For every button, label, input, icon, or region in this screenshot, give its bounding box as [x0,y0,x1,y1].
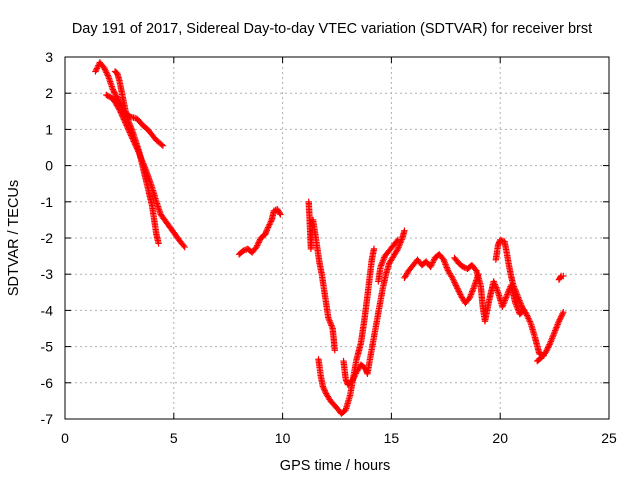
series-track [555,272,567,283]
series-track [492,236,547,359]
x-tick-label: 15 [384,430,400,446]
data-points [375,236,402,285]
series-track [305,198,339,354]
y-tick-label: 0 [45,158,53,174]
data-points [235,205,284,258]
y-tick-label: 3 [45,49,53,65]
x-tick-label: 20 [492,430,508,446]
y-tick-label: -7 [41,411,54,427]
data-points [340,227,408,388]
data-points [315,245,378,417]
series-track [92,59,162,247]
series-track [315,245,378,417]
x-tick-labels: 0 5 10 15 20 25 [61,430,617,446]
data-points [111,68,167,149]
y-tick-label: -4 [41,302,54,318]
y-tick-label: -1 [41,194,54,210]
x-tick-label: 5 [170,430,178,446]
x-tick-label: 10 [275,430,291,446]
x-tick-label: 25 [601,430,617,446]
y-tick-label: -2 [41,230,54,246]
y-axis-label: SDTVAR / TECUs [6,180,22,296]
data-points [305,198,339,354]
y-tick-labels: 3 2 1 0 -1 -2 -3 -4 -5 -6 -7 [41,49,54,427]
y-tick-label: 2 [45,85,53,101]
data-points [533,309,567,365]
x-axis-label: GPS time / hours [280,458,390,474]
plot-frame [64,56,610,420]
series-track [235,205,284,258]
y-tick-label: -5 [41,339,54,355]
y-tick-label: 1 [45,121,53,137]
data-points [492,236,547,359]
y-tick-label: -3 [41,266,54,282]
data-points [555,272,567,283]
x-tick-label: 0 [61,430,69,446]
data-points [401,251,482,307]
y-tick-label: -6 [41,375,54,391]
series-track [375,236,402,285]
data-series [92,59,567,417]
grid-lines [64,56,610,420]
data-points [451,254,528,325]
series-track [451,254,528,325]
series-track [103,91,188,251]
series-track [401,251,482,307]
series-track [111,68,167,149]
series-track [533,309,567,365]
chart-title: Day 191 of 2017, Sidereal Day-to-day VTE… [72,21,592,37]
series-track [340,227,408,388]
data-points [103,91,188,251]
data-points [92,59,162,247]
